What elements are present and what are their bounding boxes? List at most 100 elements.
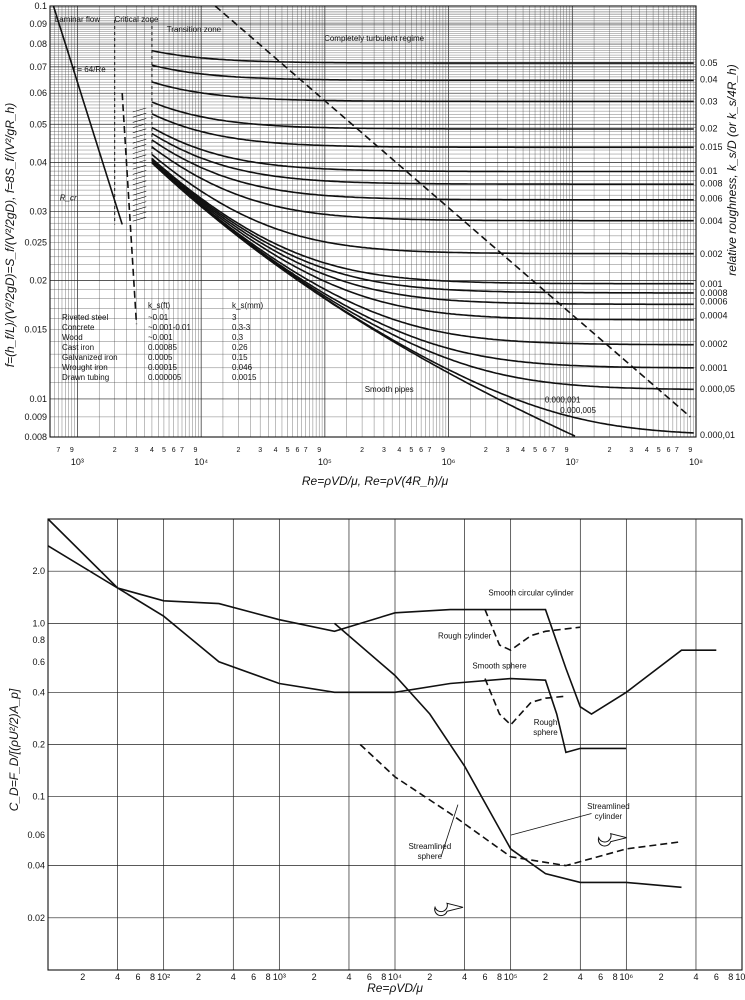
roughness-tick-label: 0.05 <box>700 58 718 68</box>
laminar-formula-label: f = 64/Re <box>73 65 106 74</box>
drag-x-tick-label: 6 <box>598 972 603 982</box>
moody-x-tick-label: 3 <box>629 447 633 454</box>
moody-x-tick-label: 9 <box>317 447 321 454</box>
drag-x-tick-label: 4 <box>462 972 467 982</box>
drag-x-tick-label: 10² <box>157 972 170 982</box>
moody-x-tick-label: 6 <box>667 447 671 454</box>
roughness-tick-label: 0.015 <box>700 142 723 152</box>
moody-x-tick-label: 7 <box>551 447 555 454</box>
drag-coefficient-chart: Smooth circular cylinder Rough cylinder Sm… <box>7 518 745 995</box>
label-line: Streamlined <box>408 842 451 851</box>
hatch-line <box>132 144 147 149</box>
hatch-line <box>132 196 147 201</box>
drag-curve <box>359 743 682 867</box>
drag-y-tick-label: 0.6 <box>32 657 45 667</box>
drag-x-tick-label: 8 <box>497 972 502 982</box>
moody-curves <box>52 5 694 437</box>
critical-boundary-line <box>121 93 138 325</box>
drag-y-tick-label: 0.06 <box>27 830 45 840</box>
drag-series-label: Rough sphere <box>533 718 558 737</box>
label-line: Rough <box>534 718 558 727</box>
leader-line <box>440 804 459 857</box>
drag-x-tick-label: 4 <box>693 972 698 982</box>
drag-x-tick-label: 2 <box>659 972 664 982</box>
hatch-line <box>132 216 147 222</box>
table-header: k_s(ft) <box>148 301 171 310</box>
drag-grid <box>47 519 743 970</box>
drag-plot-frame <box>47 518 743 971</box>
moody-y-tick-label: 0.08 <box>29 39 47 49</box>
laminar-line <box>52 5 123 225</box>
moody-y-tick-label: 0.06 <box>29 88 47 98</box>
moody-x-tick-label: 2 <box>236 447 240 454</box>
drag-y-tick-label: 0.2 <box>32 740 45 750</box>
hatch-line <box>132 107 147 113</box>
drag-curve <box>333 622 682 889</box>
roughness-curve <box>151 146 694 222</box>
roughness-tick-label: 0.001 <box>700 279 723 289</box>
roughness-curve <box>151 160 694 321</box>
smooth-pipe-curve <box>151 162 576 437</box>
drag-series-label: Smooth circular cylinder <box>488 588 574 597</box>
drag-x-tick-label: 10⁶ <box>619 972 633 982</box>
hatch-line <box>132 180 147 186</box>
drag-curves <box>47 518 717 889</box>
moody-x-tick-label: 9 <box>441 447 445 454</box>
moody-x-tick-label: 7 <box>304 447 308 454</box>
table-cell: Galvanized iron <box>62 353 118 362</box>
drag-y-tick-labels: 2.0 1.0 0.8 0.6 0.4 0.2 0.1 0.06 0.04 0.02 <box>27 566 45 923</box>
roughness-tick-label: 0.0006 <box>700 296 728 306</box>
drag-y-axis-label: C_D=F_D/[(ρU²/2)A_p] <box>7 688 21 811</box>
drag-x-tick-label: 4 <box>231 972 236 982</box>
moody-y-tick-label: 0.025 <box>24 238 47 248</box>
roughness-curve <box>151 49 694 64</box>
hatch-line <box>132 149 147 154</box>
moody-y2-axis-label: relative roughness, k_s/D (or k_s/4R_h) <box>725 64 739 275</box>
drag-y-tick-label: 0.4 <box>32 687 45 697</box>
hatch-line <box>132 159 147 165</box>
label-line: Streamlined <box>587 802 630 811</box>
table-cell: Riveted steel <box>62 313 108 322</box>
roughness-tick-label: 0.000,05 <box>700 384 735 394</box>
moody-x-tick-label: 6 <box>543 447 547 454</box>
roughness-table: k_s(ft) k_s(mm) Riveted steel ~0.01 3 Concret… <box>62 301 263 382</box>
hatch-line <box>132 185 147 191</box>
moody-x-tick-label: 6 <box>419 447 423 454</box>
drag-curve <box>484 678 566 726</box>
roughness-tick-label: 0.004 <box>700 216 723 226</box>
moody-x-tick-label: 9 <box>70 447 74 454</box>
moody-x-tick-label: 6 <box>295 447 299 454</box>
moody-x-tick-label: 4 <box>397 447 401 454</box>
roughness-curve <box>151 158 694 294</box>
moody-x-tick-label: 5 <box>533 447 537 454</box>
roughness-curve <box>151 159 694 306</box>
table-cell: Wrought iron <box>62 363 108 372</box>
table-cell: 0.0005 <box>148 353 173 362</box>
moody-x-tick-label: 3 <box>258 447 262 454</box>
drag-series-label: Smooth sphere <box>472 661 527 670</box>
streamlined-shape-icon <box>434 902 464 917</box>
moody-x-tick-label: 4 <box>150 447 154 454</box>
moody-x-tick-label: 10⁵ <box>318 457 332 467</box>
roughness-tick-label: 0.0001 <box>700 363 728 373</box>
smooth-pipes-label: Smooth pipes <box>365 385 414 394</box>
moody-x-tick-label: 10⁶ <box>442 457 456 467</box>
drag-curve <box>47 518 627 754</box>
region-label: Laminar flow <box>55 15 101 24</box>
drag-y-tick-label: 0.04 <box>27 861 45 871</box>
roughness-tick-label: 0.02 <box>700 123 718 133</box>
roughness-curve <box>151 126 694 173</box>
roughness-curve <box>151 81 694 103</box>
roughness-curve <box>151 64 694 82</box>
region-label: Completely turbulent regime <box>324 34 425 43</box>
leader-line <box>510 813 592 836</box>
moody-y-tick-label: 0.008 <box>24 432 47 442</box>
drag-x-tick-labels: 2 4 6 8 10² 2 4 6 8 10³ 2 4 6 8 10⁴ 2 4 6 8 10⁵ 2 4 6 8 10⁶ 2 4 6 8 1… <box>80 972 745 982</box>
moody-x-tick-label: 3 <box>135 447 139 454</box>
hatch-line <box>132 123 147 128</box>
hatch-line <box>132 138 147 144</box>
moody-roughness-tick-labels: 0.05 0.04 0.03 0.02 0.015 0.01 0.008 0.006 0.004… <box>700 58 735 440</box>
turbulent-boundary-line <box>214 5 691 418</box>
hatch-line <box>132 133 147 139</box>
